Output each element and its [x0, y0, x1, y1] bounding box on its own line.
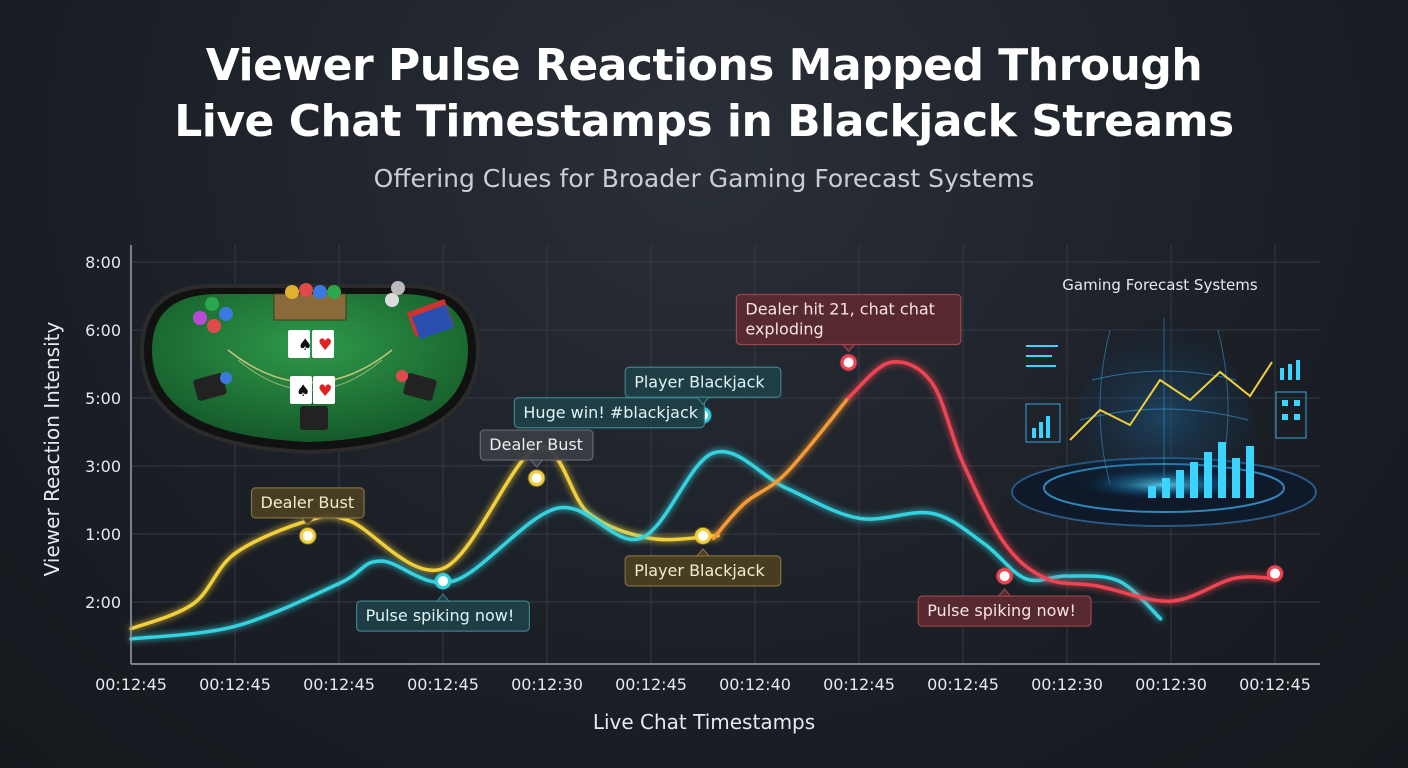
svg-text:♥: ♥ — [318, 335, 332, 354]
series-line-yellow — [129, 445, 720, 631]
x-tick-label: 00:12:30 — [511, 675, 583, 694]
chart-series — [129, 360, 1277, 641]
annotation-text: Dealer Bust — [261, 493, 355, 512]
chart-ticks: 00:12:45 00:12:45 00:12:45 00:12:45 00:12:30… — [85, 245, 1320, 694]
annotation-callout: Pulse spiking now! — [917, 588, 1092, 627]
x-tick-label: 00:12:40 — [719, 675, 791, 694]
annotation-callout: Player Blackjack — [624, 366, 782, 406]
x-tick-label: 00:12:45 — [1239, 675, 1311, 694]
blackjack-table-icon: ♠ ♥ ♠ ♥ — [139, 281, 481, 455]
annotation-text: Huge win! #blackjack — [523, 403, 698, 422]
y-tick-label: 5:00 — [85, 389, 121, 408]
annotation-text: Pulse spiking now! — [366, 606, 515, 625]
annotation-text: Dealer hit 21, chat chat — [745, 300, 935, 319]
event-point — [527, 469, 546, 488]
annotation-text: exploding — [745, 320, 823, 339]
svg-text:♠: ♠ — [296, 381, 310, 400]
svg-text:♥: ♥ — [318, 381, 332, 400]
event-point — [839, 353, 858, 372]
x-tick-label: 00:12:45 — [823, 675, 895, 694]
annotation-text: Player Blackjack — [634, 372, 765, 391]
annotation-callout: Dealer Bust — [479, 429, 594, 468]
event-point — [298, 526, 317, 545]
hologram-globe-icon — [1011, 318, 1317, 527]
y-tick-label: 6:00 — [85, 321, 121, 340]
event-point — [694, 526, 712, 545]
svg-text:♠: ♠ — [298, 335, 312, 354]
annotation-text: Pulse spiking now! — [927, 601, 1076, 620]
series-line-cyan — [129, 449, 1163, 641]
x-tick-label: 00:12:45 — [615, 675, 687, 694]
chart-subtitle: Offering Clues for Broader Gaming Foreca… — [373, 164, 1035, 193]
chart-title-line2: Live Chat Timestamps in Blackjack Stream… — [174, 96, 1234, 147]
x-tick-label: 00:12:45 — [303, 675, 375, 694]
chart-title-line1: Viewer Pulse Reactions Mapped Through — [205, 40, 1203, 91]
annotation-callout: Player Blackjack — [624, 548, 782, 587]
y-tick-label: 1:00 — [85, 525, 121, 544]
annotation-callout: Huge win! #blackjack — [513, 397, 706, 429]
y-tick-label: 8:00 — [85, 253, 121, 272]
series-line-red — [846, 360, 1277, 603]
forecast-label: Gaming Forecast Systems — [1062, 276, 1258, 294]
x-tick-label: 00:12:45 — [199, 675, 271, 694]
annotation-text: Dealer Bust — [489, 435, 583, 454]
chart-title: Viewer Pulse Reactions Mapped Through Li… — [0, 38, 1408, 150]
x-tick-label: 00:12:45 — [95, 675, 167, 694]
x-tick-label: 00:12:45 — [927, 675, 999, 694]
x-tick-label: 00:12:45 — [407, 675, 479, 694]
chart-annotations: Dealer Bust Pulse spiking now! Dealer Bust… — [250, 293, 1092, 632]
event-point — [995, 567, 1014, 586]
x-axis-label: Live Chat Timestamps — [592, 710, 816, 734]
series-line-orange — [711, 395, 851, 541]
annotation-text: Player Blackjack — [634, 561, 765, 580]
x-tick-label: 00:12:30 — [1031, 675, 1103, 694]
y-axis-label: Viewer Reaction Intensity — [40, 321, 64, 577]
y-tick-label: 3:00 — [85, 457, 121, 476]
y-tick-label: 2:00 — [85, 593, 121, 612]
annotation-callout: Pulse spiking now! — [356, 593, 531, 632]
event-point — [1266, 564, 1284, 583]
chart-points — [298, 353, 1284, 591]
event-point — [434, 572, 452, 591]
x-tick-label: 00:12:30 — [1135, 675, 1207, 694]
annotation-callout: Dealer Bust — [250, 487, 365, 526]
